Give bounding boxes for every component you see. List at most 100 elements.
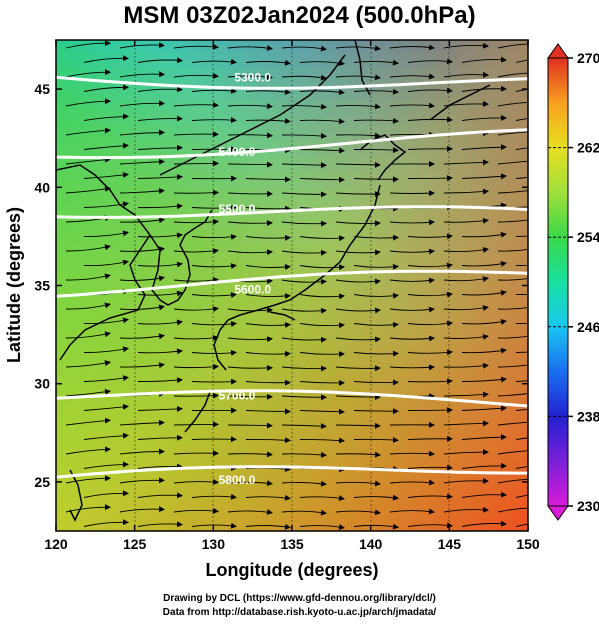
map-plot-area: 5300.0 5400.0 5500.0 5600.0 5700.0 5800.0 xyxy=(56,40,528,531)
wind-streamline xyxy=(65,446,111,455)
wind-streamline xyxy=(497,101,528,107)
wind-streamline xyxy=(497,364,528,368)
y-tick-label: 35 xyxy=(34,278,50,294)
wind-streamline xyxy=(191,378,237,385)
wind-streamline xyxy=(119,129,165,136)
wind-streamline xyxy=(119,158,165,165)
wind-streamline xyxy=(245,322,291,329)
wind-streamline xyxy=(515,380,528,382)
wind-streamline xyxy=(299,322,345,329)
height-contour-line xyxy=(56,269,528,298)
wind-streamline xyxy=(389,364,435,371)
wind-streamline xyxy=(443,42,489,49)
wind-streamline xyxy=(299,264,345,271)
y-tick-label: 45 xyxy=(34,81,50,97)
wind-streamline xyxy=(281,480,327,487)
wind-streamline xyxy=(407,320,453,327)
grid-lines xyxy=(134,40,450,531)
wind-streamline xyxy=(353,176,399,183)
wind-streamline xyxy=(515,147,528,150)
wind-streamline xyxy=(83,172,129,179)
wind-streamline xyxy=(497,160,528,165)
wind-streamline xyxy=(281,132,327,139)
wind-streamline xyxy=(137,290,183,297)
wind-streamline xyxy=(353,437,399,444)
wind-streamline xyxy=(173,131,219,138)
wind-streamline xyxy=(353,350,399,357)
wind-streamline xyxy=(65,417,111,426)
wind-streamline xyxy=(191,292,237,299)
wind-streamline xyxy=(353,117,399,124)
wind-streamline xyxy=(173,72,219,79)
wind-streamline xyxy=(407,233,453,240)
wind-streamline xyxy=(119,188,165,194)
wind-streamline xyxy=(191,493,237,500)
wind-streamline xyxy=(65,156,111,165)
wind-streamline xyxy=(83,142,129,150)
wind-streamline xyxy=(83,403,129,411)
wind-streamline xyxy=(281,365,327,372)
wind-streamline xyxy=(335,278,381,285)
wind-streamline xyxy=(245,408,291,415)
wind-streamline xyxy=(227,161,273,168)
wind-streamline xyxy=(299,437,345,444)
wind-streamline xyxy=(137,492,183,499)
wind-streamline xyxy=(137,203,183,210)
wind-streamline xyxy=(443,477,489,484)
wind-streamline xyxy=(65,98,111,107)
wind-streamline xyxy=(173,43,219,50)
height-contour-line xyxy=(56,205,528,219)
wind-streamline xyxy=(461,114,507,121)
y-tick-label: 40 xyxy=(34,179,50,195)
wind-streamline xyxy=(65,360,111,368)
wind-streamline xyxy=(245,293,291,300)
colorbar-tick-label: 254 xyxy=(577,229,599,245)
wind-streamline xyxy=(299,408,345,415)
wind-streamline xyxy=(461,318,507,325)
height-contours: 5300.0 5400.0 5500.0 5600.0 5700.0 5800.0 xyxy=(56,70,528,487)
height-contour-label: 5600.0 xyxy=(234,282,271,296)
wind-streamline xyxy=(461,289,507,296)
wind-streamline xyxy=(497,131,528,136)
wind-streamline xyxy=(281,45,327,52)
wind-streamline xyxy=(83,259,129,267)
wind-streamline xyxy=(173,335,219,342)
wind-streamline xyxy=(245,176,291,183)
wind-streamline xyxy=(353,379,399,386)
wind-streamline xyxy=(281,249,327,256)
wind-streamline xyxy=(227,307,273,314)
wind-streamline xyxy=(281,336,327,343)
colorbar-min-arrow xyxy=(547,505,569,521)
wind-streamline xyxy=(407,378,453,385)
wind-streamline xyxy=(191,58,237,65)
wind-streamline xyxy=(335,74,381,81)
wind-streamline xyxy=(173,102,219,109)
wind-streamline xyxy=(389,277,435,284)
y-axis-title: Latitude (degrees) xyxy=(4,207,24,363)
wind-streamline xyxy=(407,493,453,500)
wind-streamline xyxy=(353,88,399,95)
wind-streamline xyxy=(299,524,345,530)
wind-streamline xyxy=(191,522,237,529)
wind-streamline xyxy=(515,466,528,469)
wind-streamline xyxy=(299,118,345,125)
wind-streamline xyxy=(245,205,291,212)
wind-streamline xyxy=(65,302,111,310)
x-tick-label: 135 xyxy=(280,536,304,552)
wind-streamline xyxy=(515,118,528,121)
wind-streamline xyxy=(83,201,129,208)
wind-streamline xyxy=(227,249,273,256)
wind-streamline xyxy=(335,509,381,516)
wind-streamline xyxy=(173,392,219,399)
height-contour-label: 5500.0 xyxy=(219,202,256,216)
wind-streamline xyxy=(497,335,528,339)
wind-streamline xyxy=(461,260,507,267)
wind-streamline xyxy=(443,391,489,398)
wind-streamline xyxy=(65,185,111,194)
wind-streamline xyxy=(245,379,291,386)
wind-streamline xyxy=(191,321,237,328)
wind-streamline xyxy=(407,262,453,269)
wind-streamline xyxy=(389,102,435,109)
wind-streamline xyxy=(515,88,528,92)
wind-streamline xyxy=(83,346,129,353)
